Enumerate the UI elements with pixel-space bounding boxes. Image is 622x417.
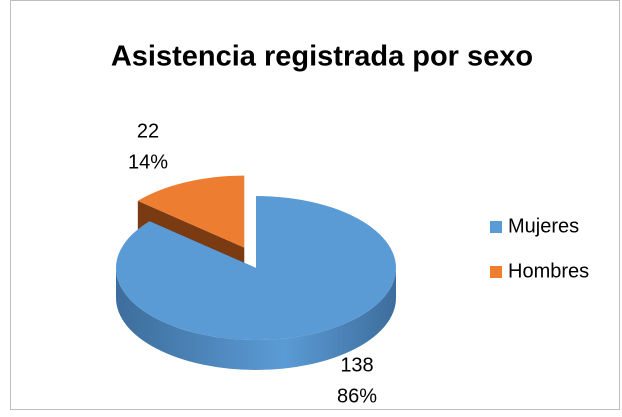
slice <box>137 175 245 248</box>
data-label: 138 <box>340 354 373 376</box>
slice <box>115 196 396 341</box>
percent-label: 86% <box>337 385 377 407</box>
chart-title: Asistencia registrada por sexo <box>111 41 533 73</box>
legend-swatch <box>490 266 502 278</box>
legend-label: Mujeres <box>508 215 579 237</box>
slice-wall <box>116 268 396 370</box>
legend-swatch <box>490 221 502 233</box>
data-label: 22 <box>137 120 159 142</box>
percent-label: 14% <box>128 151 168 173</box>
legend-label: Hombres <box>508 260 589 282</box>
